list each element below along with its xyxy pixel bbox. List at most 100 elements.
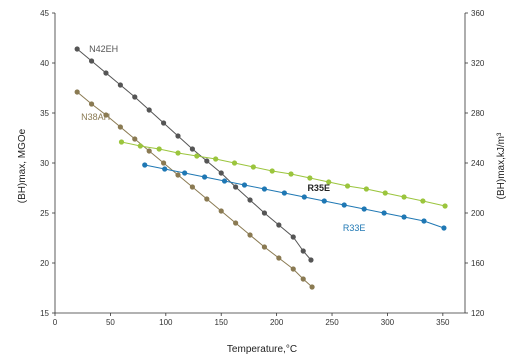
x-tick-label: 150 xyxy=(215,318,229,327)
data-point-n38ah xyxy=(204,196,210,202)
data-point-n42eh xyxy=(160,120,167,126)
data-point-r33e xyxy=(441,225,447,231)
series-line-r35e xyxy=(121,141,446,207)
data-point-n38ah xyxy=(160,160,167,166)
x-axis-title: Temperature,°C xyxy=(227,344,297,355)
data-point-n42eh xyxy=(132,94,138,100)
y2-tick-label: 320 xyxy=(471,59,485,68)
data-point-r35e xyxy=(194,153,200,159)
data-point-n42eh xyxy=(233,184,239,190)
data-point-n42eh xyxy=(74,46,80,52)
data-point-r33e xyxy=(221,178,228,184)
x-tick-label: 300 xyxy=(381,318,395,327)
series-label-r35e: R35E xyxy=(307,183,330,193)
data-point-n42eh xyxy=(261,210,268,216)
data-point-n38ah xyxy=(74,89,80,95)
data-point-n42eh xyxy=(175,133,181,139)
y-tick-label: 20 xyxy=(40,259,49,268)
y-tick-label: 35 xyxy=(40,109,49,118)
data-point-n42eh xyxy=(308,257,314,263)
data-point-n38ah xyxy=(218,208,224,214)
data-point-r33e xyxy=(381,210,387,216)
data-point-r35e xyxy=(363,186,369,192)
data-point-n38ah xyxy=(117,124,123,130)
data-point-r33e xyxy=(162,166,168,172)
data-point-r33e xyxy=(361,206,367,212)
data-point-r33e xyxy=(261,186,268,192)
data-point-n38ah xyxy=(88,101,95,107)
data-point-r35e xyxy=(326,179,332,185)
data-point-r35e xyxy=(307,175,313,181)
data-point-n42eh xyxy=(88,58,95,64)
data-point-r35e xyxy=(250,164,256,170)
x-tick-label: 100 xyxy=(159,318,173,327)
data-point-r33e xyxy=(421,218,427,224)
data-point-n38ah xyxy=(247,232,253,238)
data-point-r33e xyxy=(241,182,248,188)
data-point-n38ah xyxy=(175,172,181,178)
data-point-n42eh xyxy=(103,70,109,76)
y2-axis-title: (BH)max,kJ/m³ xyxy=(496,132,507,199)
data-point-r33e xyxy=(321,198,327,204)
data-point-n38ah xyxy=(189,184,196,190)
data-point-r35e xyxy=(382,190,388,196)
data-point-n42eh xyxy=(204,158,210,164)
data-point-n38ah xyxy=(233,220,239,226)
y2-tick-label: 280 xyxy=(471,109,485,118)
data-point-n38ah xyxy=(261,244,268,250)
data-point-r35e xyxy=(269,168,275,174)
y2-tick-label: 360 xyxy=(471,9,485,18)
data-point-r33e xyxy=(281,190,287,196)
y-tick-label: 45 xyxy=(40,9,49,18)
data-point-n38ah xyxy=(276,255,282,261)
data-point-r35e xyxy=(118,139,125,145)
series-line-r33e xyxy=(144,164,445,229)
data-point-r35e xyxy=(137,143,143,149)
y-tick-label: 30 xyxy=(40,159,49,168)
x-tick-label: 250 xyxy=(325,318,339,327)
data-point-n42eh xyxy=(117,82,123,88)
data-point-n38ah xyxy=(300,276,306,282)
data-point-n38ah xyxy=(309,284,315,290)
series-line-n42eh xyxy=(76,48,312,261)
y-axis-title: (BH)max, MGOe xyxy=(17,128,28,203)
data-point-r35e xyxy=(288,171,294,177)
data-point-r33e xyxy=(182,170,188,176)
x-tick-label: 0 xyxy=(53,318,58,327)
data-point-r33e xyxy=(341,202,347,208)
data-point-r33e xyxy=(301,194,307,200)
series-label-n42eh: N42EH xyxy=(89,44,118,54)
data-point-r35e xyxy=(231,160,238,166)
data-point-n42eh xyxy=(290,234,296,240)
data-point-r35e xyxy=(442,203,448,209)
data-point-n38ah xyxy=(290,266,296,272)
y-tick-label: 25 xyxy=(40,209,49,218)
y-tick-label: 40 xyxy=(40,59,49,68)
data-point-n42eh xyxy=(300,248,306,254)
data-point-r35e xyxy=(401,194,407,200)
y2-tick-label: 200 xyxy=(471,209,485,218)
y2-tick-label: 120 xyxy=(471,309,485,318)
data-point-n38ah xyxy=(132,136,138,142)
data-point-r35e xyxy=(175,150,181,156)
data-point-r35e xyxy=(213,156,219,162)
data-point-n42eh xyxy=(276,222,282,228)
data-point-n42eh xyxy=(189,146,196,152)
y-tick-label: 15 xyxy=(40,309,49,318)
data-point-n42eh xyxy=(218,170,224,176)
data-point-r33e xyxy=(142,162,148,168)
data-point-n42eh xyxy=(146,107,152,113)
x-tick-label: 50 xyxy=(106,318,115,327)
series-line-n38ah xyxy=(76,91,313,288)
data-point-n38ah xyxy=(103,112,109,118)
data-point-n38ah xyxy=(146,148,152,154)
data-point-r35e xyxy=(344,183,351,189)
data-point-r33e xyxy=(401,214,407,220)
x-tick-label: 350 xyxy=(436,318,450,327)
data-point-r35e xyxy=(156,146,162,152)
series-label-n38ah: N38AH xyxy=(81,112,110,122)
data-point-r35e xyxy=(420,198,426,204)
series-label-r33e: R33E xyxy=(343,223,366,233)
